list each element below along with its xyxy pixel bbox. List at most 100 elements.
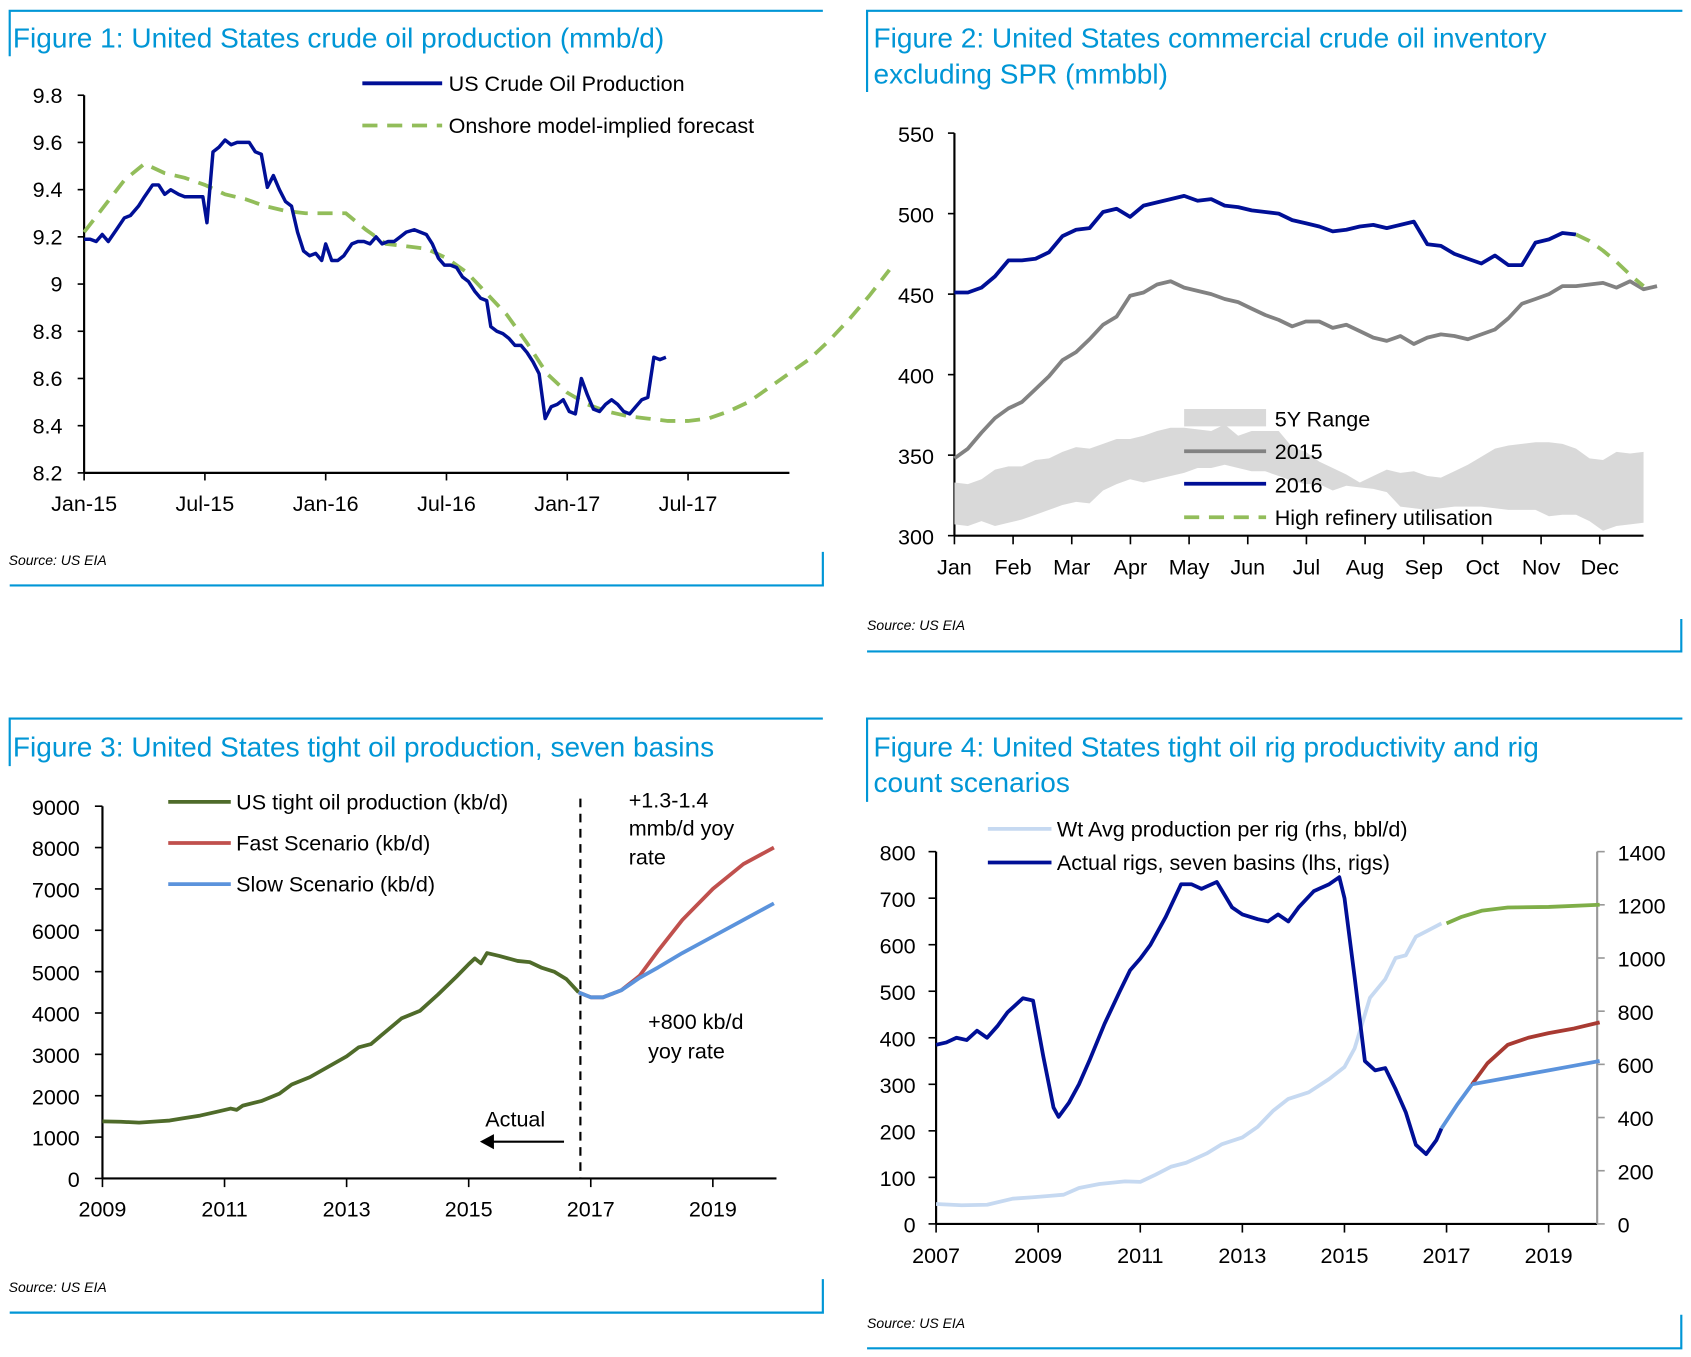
figure-1-legend: US Crude Oil Production Onshore model-im… [362,71,754,138]
x-tick-label: Feb [995,555,1032,580]
x-tick-label: 2015 [1320,1243,1368,1268]
y-tick-label: 9.4 [33,177,63,202]
x-tick-label: Jul [1293,555,1321,580]
y-tick-label-right: 400 [1618,1106,1654,1131]
series-2015-line [953,279,1658,460]
figure-3-frame-top [8,717,823,767]
x-tick-label: Mar [1053,555,1090,580]
y-tick-label: 350 [898,444,934,469]
x-tick-label: 2009 [78,1196,126,1221]
y-tick-label: 9.2 [33,224,63,249]
series-tight-oil-line [102,951,580,1125]
y-tick-label: 4000 [32,1002,80,1027]
figure-3-title: Figure 3: United States tight oil produc… [13,731,714,762]
annotation-slow-line-2: yoy rate [648,1038,725,1063]
figure-1-source: Source: US EIA [9,552,107,568]
figure-4-axes: 8007006005004003002001000140012001000800… [880,840,1666,1268]
y-tick-label-left: 200 [880,1119,916,1144]
legend-label-production-per-rig: Wt Avg production per rig (rhs, bbl/d) [1057,816,1408,841]
y-tick-label-left: 600 [880,933,916,958]
series-us-crude-production-line [84,138,667,421]
y-tick-label: 6000 [32,919,80,944]
series-production-per-rig-line [935,921,1443,1208]
annotation-actual: Actual [485,1106,545,1131]
figure-1-plot-area [82,138,891,423]
x-tick-label: 2011 [1117,1243,1163,1268]
annotation-slow-line-1: +800 kb/d [648,1009,743,1034]
y-tick-label: 9 [51,272,63,297]
x-tick-label: Aug [1346,555,1384,580]
y-tick-label: 550 [898,122,934,147]
x-tick-label: Jun [1230,555,1265,580]
y-tick-label: 9.6 [33,130,63,155]
legend-label-actual-rigs: Actual rigs, seven basins (lhs, rigs) [1057,850,1390,875]
y-tick-label: 3000 [32,1043,80,1068]
figure-1: Figure 1: United States crude oil produc… [8,9,891,587]
x-tick-label: Oct [1466,555,1500,580]
figure-1-title: Figure 1: United States crude oil produc… [13,23,664,54]
x-tick-label: Jan-16 [293,491,359,516]
figure-4-legend: Wt Avg production per rig (rhs, bbl/d) A… [987,816,1408,875]
y-tick-label: 7000 [32,878,80,903]
y-tick-label-left: 300 [880,1073,916,1098]
y-tick-label-left: 800 [880,840,916,865]
x-tick-label: 2017 [567,1196,615,1221]
x-tick-label: 2007 [912,1243,960,1268]
y-tick-label-right: 600 [1618,1053,1654,1078]
x-tick-label: Jul-17 [659,491,718,516]
figure-3-legend: US tight oil production (kb/d) Fast Scen… [168,789,508,897]
legend-label-2015: 2015 [1275,439,1323,464]
figure-2-title-line-2: excluding SPR (mmbbl) [874,58,1168,89]
y-tick-label-right: 1400 [1618,840,1666,865]
x-tick-label: 2017 [1423,1243,1471,1268]
legend-label-us-production: US Crude Oil Production [449,71,685,96]
figure-2-plot-area [953,193,1658,531]
legend-label-2016: 2016 [1275,472,1323,497]
x-tick-label: 2019 [689,1196,737,1221]
y-tick-label: 8.6 [33,366,63,391]
x-tick-label: Jan-17 [534,491,600,516]
figure-2-frame-bottom [867,618,1683,653]
series-fast-rig-scenario-line [1470,1020,1601,1086]
y-tick-label: 0 [68,1167,80,1192]
x-tick-label: Jan [937,555,972,580]
annotation-fast-line-3: rate [629,845,666,870]
figure-4-source: Source: US EIA [867,1315,965,1331]
x-tick-label: Jul-15 [176,491,235,516]
x-tick-label: 2013 [323,1196,371,1221]
figure-4-frame-top [865,717,1683,802]
y-tick-label-left: 500 [880,980,916,1005]
figure-1-frame-top [8,9,823,57]
legend-label-fast: Fast Scenario (kb/d) [236,831,430,856]
y-tick-label-right: 1000 [1618,947,1666,972]
annotation-fast-line-2: mmb/d yoy [629,815,735,840]
figure-3-plot-area [102,798,775,1179]
figure-4-plot-area [935,875,1601,1208]
legend-label-high-refinery: High refinery utilisation [1275,505,1493,530]
y-tick-label-left: 100 [880,1166,916,1191]
y-tick-label: 1000 [32,1126,80,1151]
series-2016-line [954,193,1577,295]
y-tick-label: 5000 [32,960,80,985]
x-tick-label: May [1169,555,1210,580]
y-tick-label-right: 0 [1618,1213,1630,1238]
legend-label-5y-range: 5Y Range [1275,406,1370,431]
actual-arrow-left-icon [479,1134,494,1150]
x-tick-label: Nov [1522,555,1561,580]
figure-1-axes: 9.8 9.6 9.4 9.2 9 8.8 8.6 8.4 8.2 Jan-15 Jul-15 Jan… [33,83,790,516]
x-tick-label: 2015 [445,1196,493,1221]
figure-1-frame-bottom [9,551,824,587]
figure-3-source: Source: US EIA [9,1279,107,1295]
series-slow-rig-scenario-line [1471,1059,1600,1087]
figure-2-frame-top [865,9,1683,92]
figure-4-title-line-2: count scenarios [874,767,1070,798]
series-high-refinery-line [1575,232,1645,288]
y-tick-label: 450 [898,283,934,308]
x-tick-label: Jul-16 [417,491,476,516]
y-tick-label: 8.8 [33,319,63,344]
y-tick-label: 8.2 [33,460,63,485]
x-tick-label: 2009 [1014,1243,1062,1268]
legend-label-slow: Slow Scenario (kb/d) [236,872,435,897]
figure-3: Figure 3: United States tight oil produc… [8,717,824,1314]
